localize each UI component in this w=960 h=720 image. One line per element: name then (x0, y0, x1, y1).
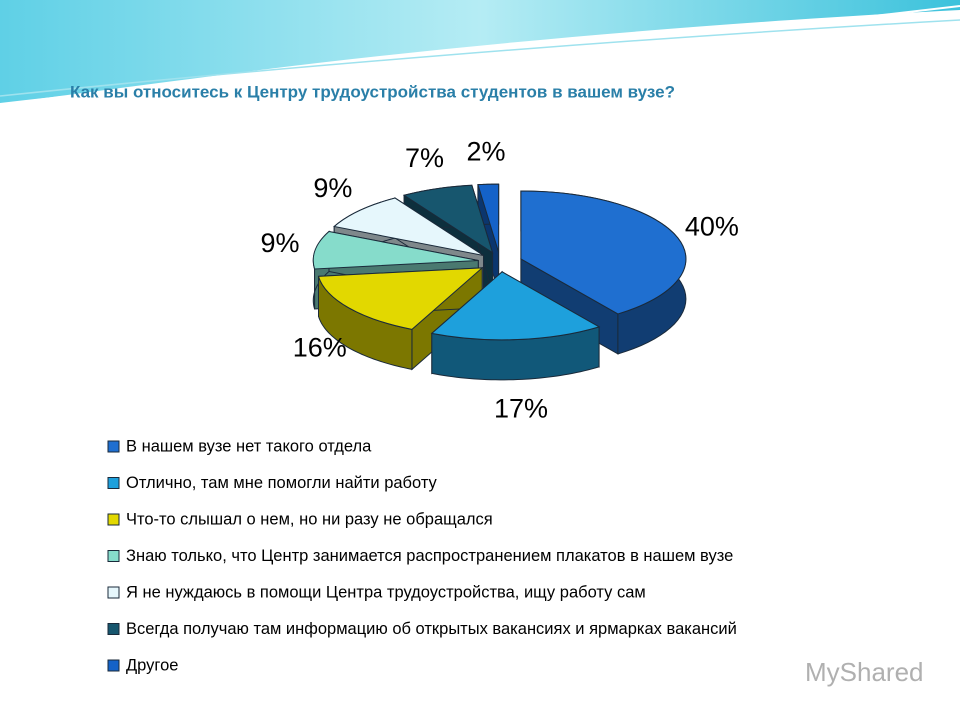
slice-top (477, 183, 500, 253)
chart-title: Как вы относитесь к Центру трудоустройст… (70, 82, 675, 101)
slice-top (312, 230, 479, 270)
pie-slice (317, 266, 484, 371)
pie: 40% 17% 16% 9% 9% 7% 2% (260, 137, 738, 424)
watermark: MyShared (805, 657, 924, 687)
legend-swatch (107, 586, 120, 599)
legend-label: Знаю только, что Центр занимается распро… (126, 547, 733, 565)
slice-top (317, 267, 484, 330)
data-label: 16% (293, 333, 347, 363)
data-label: 9% (313, 173, 352, 203)
legend-label: Я не нуждаюсь в помощи Центра трудоустро… (126, 583, 646, 601)
data-label: 9% (260, 228, 299, 258)
legend-swatch (107, 659, 120, 672)
slice-top (333, 197, 484, 256)
legend-label: Отлично, там мне помогли найти работу (126, 474, 438, 492)
data-label: 2% (466, 137, 505, 167)
header-line (0, 5, 960, 105)
pie-slice (430, 270, 601, 381)
header-wave (0, 0, 960, 104)
legend-label: Что-то слышал о нем, но ни разу не обращ… (126, 510, 493, 528)
legend-label: Другое (126, 656, 178, 674)
data-label: 40% (685, 212, 739, 242)
slice-top (520, 190, 687, 315)
legend-swatch (107, 440, 120, 453)
header-line (0, 19, 960, 97)
legend-swatch (107, 623, 120, 635)
legend: В нашем вузе нет такого отдела Отлично, т… (107, 437, 737, 674)
data-label: 17% (494, 393, 548, 423)
legend-label: Всегда получаю там информацию об открыты… (126, 620, 737, 638)
pie-slice (520, 190, 687, 355)
slice-top (430, 271, 601, 341)
legend-swatch (107, 550, 120, 562)
legend-swatch (107, 477, 120, 489)
data-label: 7% (405, 143, 444, 173)
legend-swatch (107, 513, 120, 526)
slice-top (402, 184, 494, 254)
legend-label: В нашем вузе нет такого отдела (126, 437, 372, 455)
